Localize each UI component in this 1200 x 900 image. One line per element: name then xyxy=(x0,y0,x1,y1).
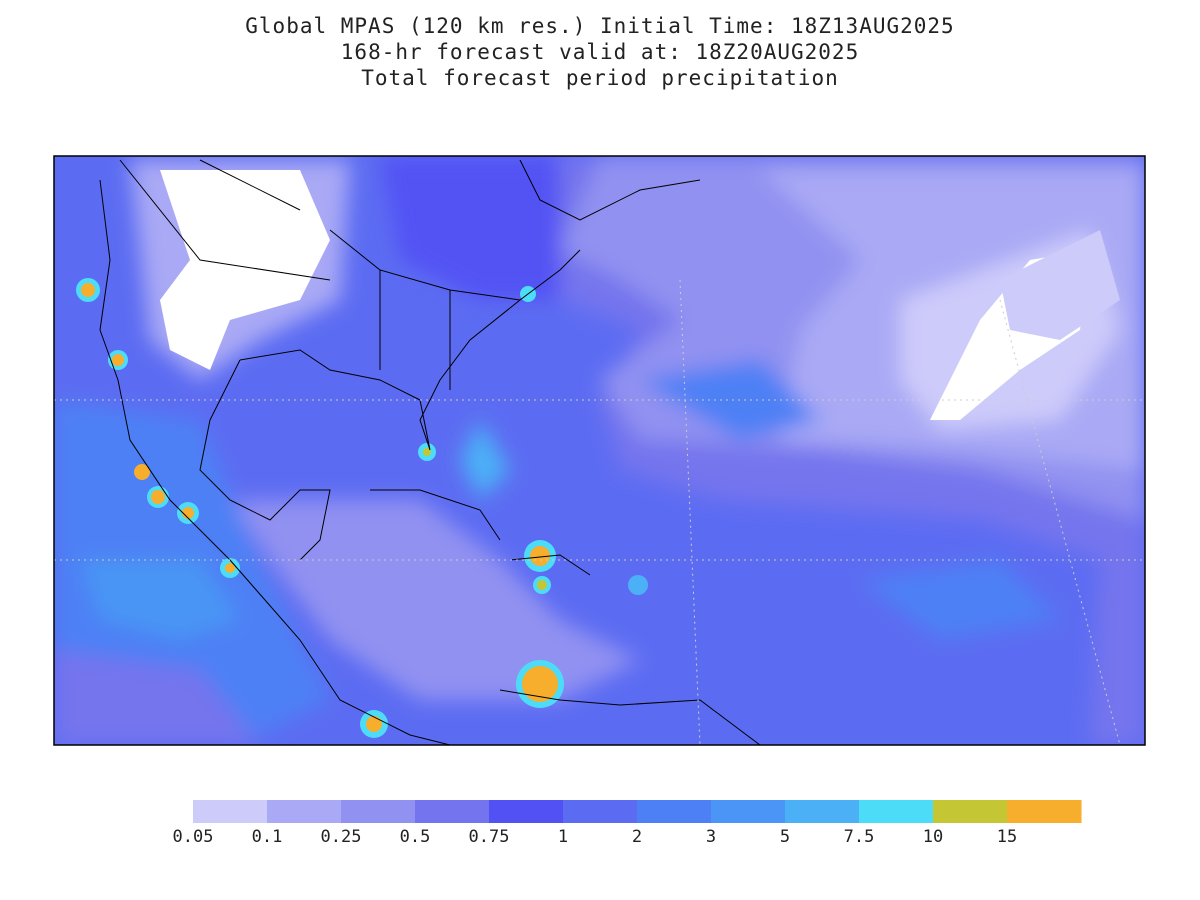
colorbar-swatch xyxy=(341,800,416,823)
colorbar-swatch xyxy=(1007,800,1082,823)
colorbar-swatch xyxy=(193,800,268,823)
colorbar-label: 3 xyxy=(706,827,716,847)
colorbar-swatch xyxy=(711,800,786,823)
colorbar-label: 10 xyxy=(923,827,943,847)
lat-lon-lines xyxy=(54,279,1145,745)
colorbar-swatch xyxy=(859,800,934,823)
colorbar-label: 0.1 xyxy=(252,827,283,847)
colorbar-swatch xyxy=(415,800,490,823)
colorbar-swatch xyxy=(267,800,342,823)
heavy-precip xyxy=(76,278,648,738)
colorbar-label: 0.75 xyxy=(469,827,510,847)
colorbar-swatch xyxy=(563,800,638,823)
colorbar-swatch xyxy=(489,800,564,823)
title-line: Total forecast period precipitation xyxy=(361,66,839,90)
colorbar-swatch xyxy=(637,800,712,823)
title-line: 168-hr forecast valid at: 18Z20AUG2025 xyxy=(341,40,859,64)
colorbar-label: 0.25 xyxy=(321,827,362,847)
colorbar-label: 0.05 xyxy=(173,827,214,847)
coastlines xyxy=(99,159,761,745)
colorbar-label: 2 xyxy=(632,827,642,847)
colorbar-label: 7.5 xyxy=(844,827,875,847)
colorbar-label: 5 xyxy=(780,827,790,847)
colorbar-swatch xyxy=(933,800,1008,823)
colorbar-label: 1 xyxy=(558,827,568,847)
colorbar-label: 0.5 xyxy=(400,827,431,847)
colorbar-swatch xyxy=(785,800,860,823)
map-frame xyxy=(53,155,1146,746)
precip-map xyxy=(54,156,1145,745)
colorbar: 0.05 0.1 0.25 0.5 0.75 1 2 3 5 7.5 10 15 xyxy=(173,800,1082,847)
colorbar-label: 15 xyxy=(997,827,1017,847)
title-line: Global MPAS (120 km res.) Initial Time: … xyxy=(245,14,954,38)
